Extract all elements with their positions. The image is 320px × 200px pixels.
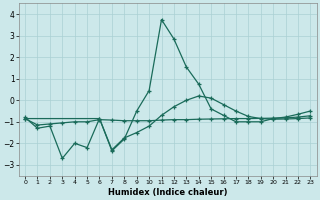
X-axis label: Humidex (Indice chaleur): Humidex (Indice chaleur) bbox=[108, 188, 228, 197]
